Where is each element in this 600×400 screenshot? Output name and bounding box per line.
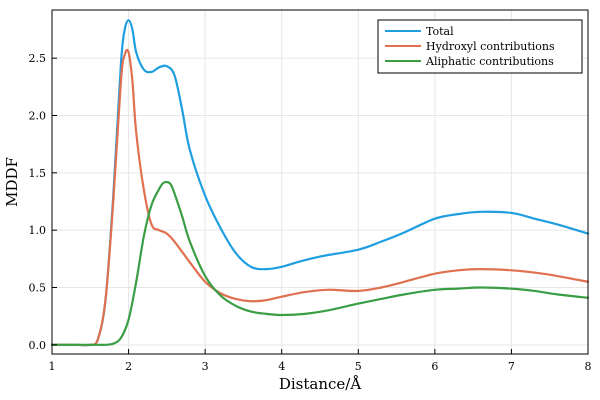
y-tick-labels: 0.0 0.5 1.0 1.5 2.0 2.5 xyxy=(29,52,47,352)
x-tick-label: 5 xyxy=(355,360,362,373)
x-tick-label: 3 xyxy=(202,360,209,373)
plot-frame xyxy=(51,9,589,355)
y-tick-label: 1.0 xyxy=(29,224,47,237)
y-axis-label: MDDF xyxy=(3,157,21,207)
x-tick-label: 1 xyxy=(49,360,56,373)
legend-label-3: Aliphatic contributions xyxy=(425,55,554,68)
series-line-2 xyxy=(50,48,590,347)
x-tick-label: 2 xyxy=(125,360,132,373)
series-layer xyxy=(50,19,590,347)
y-tick-label: 2.5 xyxy=(29,52,47,65)
legend-label-1: Total xyxy=(426,25,454,38)
y-tick-label: 0.5 xyxy=(29,281,47,294)
tick-marks xyxy=(51,57,589,354)
x-tick-label: 8 xyxy=(585,360,592,373)
x-tick-label: 6 xyxy=(431,360,438,373)
legend: Total Hydroxyl contributions Aliphatic con… xyxy=(377,19,583,74)
y-tick-label: 2.0 xyxy=(29,109,47,122)
x-axis-label: Distance/Å xyxy=(279,375,361,393)
y-tick-label: 1.5 xyxy=(29,167,47,180)
x-tick-label: 4 xyxy=(278,360,285,373)
y-tick-label: 0.0 xyxy=(29,339,47,352)
legend-label-2: Hydroxyl contributions xyxy=(426,40,555,53)
x-tick-label: 7 xyxy=(508,360,515,373)
series-line-3 xyxy=(50,180,590,347)
x-tick-labels: 1 2 3 4 5 6 7 8 xyxy=(49,360,592,373)
